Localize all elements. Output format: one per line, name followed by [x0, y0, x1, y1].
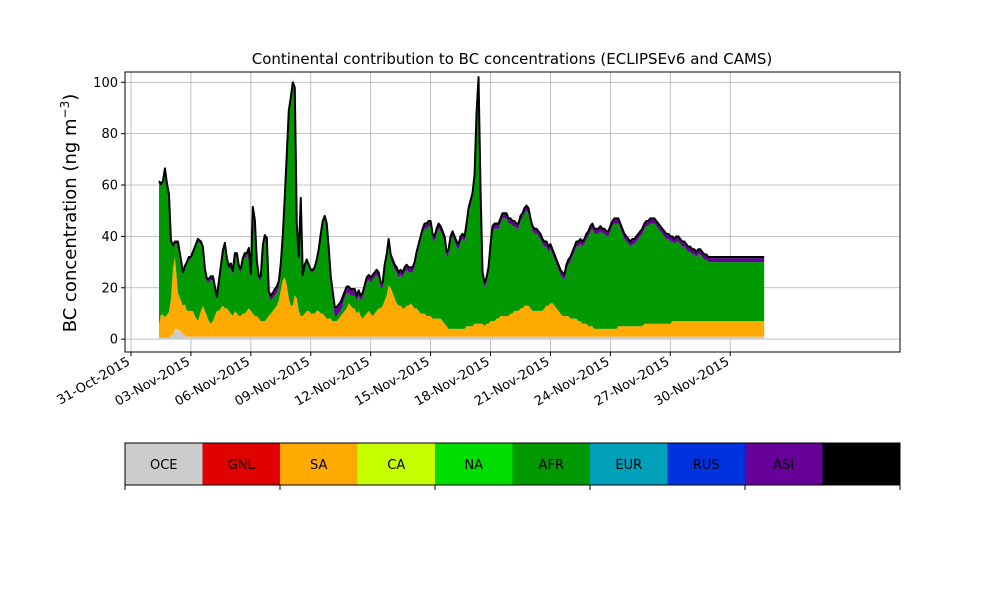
- legend-label: AFR: [539, 458, 564, 473]
- legend-swatch-ca: [357, 443, 435, 485]
- legend-label: AUS: [848, 458, 875, 473]
- plot-frame: [124, 71, 901, 353]
- y-axis-label: BC concentration (ng m−3): [58, 94, 81, 333]
- area-series-afr: [158, 82, 765, 329]
- legend-label: OCE: [150, 458, 178, 473]
- y-axis-label-exponent: −3: [58, 101, 72, 119]
- legend-label: CA: [387, 458, 405, 473]
- y-tick-label: 0: [110, 333, 118, 348]
- y-tick-label: 40: [101, 230, 118, 245]
- x-axis: 31-Oct-201503-Nov-201506-Nov-201509-Nov-…: [55, 352, 732, 409]
- legend-label: NA: [464, 458, 483, 473]
- y-tick-label: 20: [101, 281, 118, 296]
- legend-swatch-gnl: [202, 443, 280, 485]
- legend-frame: [124, 442, 901, 486]
- area-series-sa: [158, 256, 765, 338]
- plot-area: [124, 71, 901, 353]
- chart-title: Continental contribution to BC concentra…: [252, 50, 773, 68]
- y-axis-label-close: ): [60, 94, 81, 101]
- y-axis: 0 20 40 60 80 100: [93, 76, 125, 348]
- y-tick-label: 60: [101, 179, 118, 194]
- legend-label: RUS: [693, 458, 720, 473]
- legend-label: EUR: [615, 458, 642, 473]
- legend-colorbar: OCE GNL SA CA NA AFR EUR RUS ASI AUS: [124, 442, 901, 490]
- total-outline: [158, 76, 765, 309]
- y-axis-label-main: BC concentration (ng m: [60, 118, 81, 332]
- legend-swatch-eur: [590, 443, 668, 485]
- legend-label: ASI: [773, 458, 794, 473]
- legend-swatch-aus: [822, 443, 900, 485]
- y-tick-label: 80: [101, 127, 118, 142]
- legend-label: SA: [310, 458, 327, 473]
- legend-swatch-oce: [125, 443, 203, 485]
- legend-swatch-sa: [280, 443, 358, 485]
- series-layer: [158, 76, 765, 340]
- legend-swatch-afr: [512, 443, 590, 485]
- legend-swatch-asi: [745, 443, 823, 485]
- y-tick-label: 100: [93, 76, 118, 91]
- legend-label: GNL: [228, 458, 256, 473]
- legend-swatch-na: [435, 443, 513, 485]
- legend-swatch-rus: [667, 443, 745, 485]
